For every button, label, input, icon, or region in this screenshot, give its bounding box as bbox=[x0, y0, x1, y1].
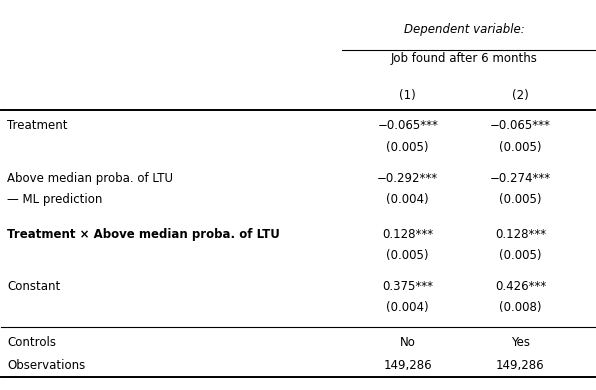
Text: (0.004): (0.004) bbox=[386, 193, 429, 206]
Text: — ML prediction: — ML prediction bbox=[7, 193, 103, 206]
Text: Observations: Observations bbox=[7, 359, 86, 372]
Text: Dependent variable:: Dependent variable: bbox=[403, 23, 524, 36]
Text: 0.375***: 0.375*** bbox=[382, 280, 433, 293]
Text: Treatment: Treatment bbox=[7, 119, 68, 133]
Text: Yes: Yes bbox=[511, 336, 530, 349]
Text: Treatment × Above median proba. of LTU: Treatment × Above median proba. of LTU bbox=[7, 228, 280, 241]
Text: Job found after 6 months: Job found after 6 months bbox=[390, 52, 538, 65]
Text: (1): (1) bbox=[399, 89, 416, 101]
Text: (2): (2) bbox=[512, 89, 529, 101]
Text: (0.005): (0.005) bbox=[499, 193, 542, 206]
Text: 0.128***: 0.128*** bbox=[495, 228, 546, 241]
Text: −0.065***: −0.065*** bbox=[490, 119, 551, 133]
Text: (0.005): (0.005) bbox=[386, 249, 429, 262]
Text: 0.128***: 0.128*** bbox=[382, 228, 433, 241]
Text: Constant: Constant bbox=[7, 280, 61, 293]
Text: 0.426***: 0.426*** bbox=[495, 280, 546, 293]
Text: (0.005): (0.005) bbox=[386, 141, 429, 154]
Text: Controls: Controls bbox=[7, 336, 56, 349]
Text: (0.005): (0.005) bbox=[499, 141, 542, 154]
Text: 149,286: 149,286 bbox=[496, 359, 545, 372]
Text: 149,286: 149,286 bbox=[383, 359, 432, 372]
Text: (0.005): (0.005) bbox=[499, 249, 542, 262]
Text: −0.274***: −0.274*** bbox=[490, 172, 551, 185]
Text: Above median proba. of LTU: Above median proba. of LTU bbox=[7, 172, 173, 185]
Text: −0.065***: −0.065*** bbox=[377, 119, 438, 133]
Text: −0.292***: −0.292*** bbox=[377, 172, 438, 185]
Text: (0.008): (0.008) bbox=[499, 301, 542, 314]
Text: No: No bbox=[400, 336, 415, 349]
Text: (0.004): (0.004) bbox=[386, 301, 429, 314]
